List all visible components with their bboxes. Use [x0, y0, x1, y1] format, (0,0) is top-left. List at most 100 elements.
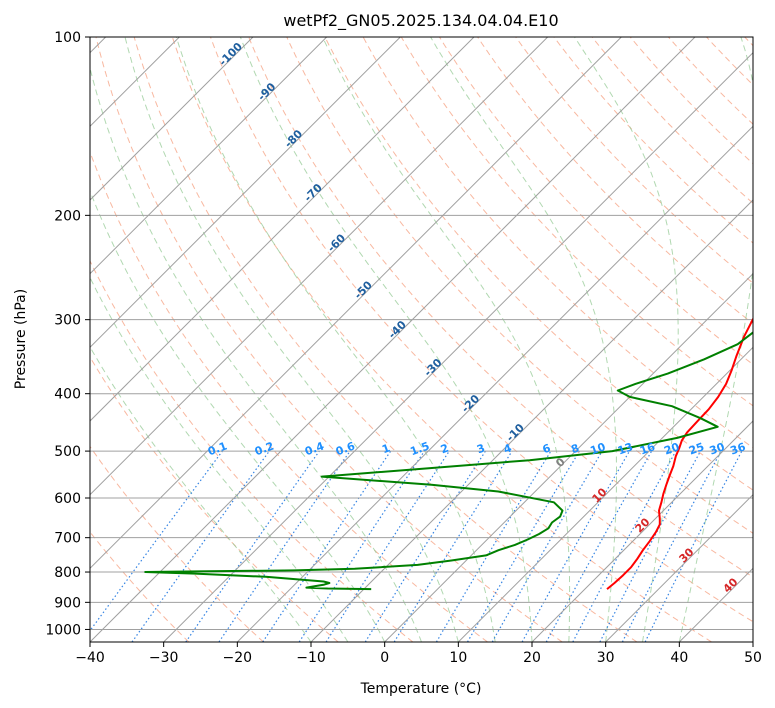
dry-adiabat	[553, 37, 753, 244]
y-tick-label: 700	[54, 531, 81, 547]
mixing-ratio-line	[393, 450, 513, 642]
mixing-ratio-label: 36	[728, 440, 747, 458]
mixing-ratio-line	[325, 450, 450, 642]
y-tick-label: 300	[54, 313, 81, 329]
isotherm	[752, 641, 753, 642]
isotherm	[90, 37, 696, 642]
mixing-ratio-label: 20	[662, 440, 681, 458]
dry-adiabat	[95, 37, 563, 642]
moist-adiabat	[574, 37, 679, 642]
isotherm	[163, 51, 753, 642]
mixing-ratio-label: 4	[502, 441, 514, 456]
isotherm	[90, 37, 254, 201]
dry-adiabat	[629, 37, 753, 165]
moist-adiabat	[239, 37, 533, 642]
moist-adiabat	[90, 189, 386, 642]
dry-adiabat	[324, 37, 753, 491]
mixing-ratio-line	[644, 450, 743, 642]
dewpoint-profile	[144, 330, 753, 591]
plot-background	[90, 37, 753, 642]
moist-adiabat	[430, 37, 617, 642]
mixing-ratio-line	[262, 450, 392, 642]
dry-adiabat	[362, 37, 753, 449]
mixing-ratio-line	[298, 450, 425, 642]
mixing-ratio-label: 0.1	[206, 439, 229, 458]
mixing-ratio-label: 8	[569, 441, 581, 456]
x-axis-label: Temperature (°C)	[360, 681, 482, 697]
isotherm	[384, 272, 753, 642]
temperature-profile	[606, 317, 753, 590]
mixing-ratio-line	[218, 450, 351, 642]
mixing-ratio-label: 1.5	[408, 439, 431, 458]
axes-frame	[89, 36, 754, 643]
dry-adiabat	[210, 37, 753, 623]
mixing-ratio-label: 25	[687, 440, 706, 457]
y-tick-label: 100	[54, 30, 81, 46]
x-tick-label: −10	[296, 650, 326, 666]
x-tick-label: 0	[380, 650, 389, 666]
mixing-ratio-line	[545, 450, 653, 642]
moist-adiabat	[678, 37, 753, 642]
series-layer	[144, 317, 753, 591]
y-axis-label: Pressure (hPa)	[13, 289, 29, 389]
isotherm	[90, 37, 401, 349]
mixing-ratio-line	[185, 450, 320, 642]
mixing-ratio-label: 0.6	[334, 439, 357, 458]
dry-adiabat	[90, 259, 414, 642]
y-tick-label: 900	[54, 595, 81, 611]
dry-adiabat	[90, 445, 264, 642]
isotherm	[90, 37, 475, 422]
isotherm	[310, 199, 753, 642]
mixing-ratio-label: 16	[638, 440, 657, 458]
dry-adiabat	[171, 37, 712, 642]
mixing-ratio-line	[90, 450, 223, 632]
isotherm	[236, 125, 753, 642]
moist-adiabat	[322, 37, 571, 642]
mixing-ratio-label: 3	[475, 441, 487, 456]
mixing-ratio-line	[521, 450, 631, 642]
x-tick-label: −30	[149, 650, 179, 666]
mixing-ratio-label: 1	[380, 441, 392, 456]
mixing-ratio-label: 10	[589, 440, 608, 458]
mixing-ratio-label: 0.2	[253, 439, 276, 458]
x-tick-label: 50	[744, 650, 762, 666]
y-tick-label: 800	[54, 565, 81, 581]
moist-adiabat	[124, 37, 459, 642]
dry-adiabat	[286, 37, 753, 534]
x-tick-label: 10	[449, 650, 467, 666]
mixing-ratio-line	[131, 450, 270, 642]
moist-adiabat	[90, 65, 422, 642]
y-tick-label: 1000	[45, 622, 81, 638]
axes-layer: −40 −30 −20 −10 0 10 20 30 40 5010020030040050060…	[45, 30, 762, 666]
chart-title: wetPf2_GN05.2025.134.04.04.E10	[283, 11, 558, 31]
y-tick-label: 400	[54, 387, 81, 403]
mixing-ratio-label: 30	[708, 440, 727, 458]
x-tick-label: −40	[75, 650, 105, 666]
x-tick-label: 30	[597, 650, 615, 666]
isotherm	[531, 420, 753, 642]
mixing-ratio-label: 6	[541, 441, 553, 456]
isotherm	[605, 493, 753, 642]
mixing-ratio-label: 0.4	[303, 439, 326, 458]
mixing-ratio-line	[572, 450, 677, 642]
moist-adiabat	[90, 276, 349, 642]
dry-adiabat	[133, 37, 638, 642]
y-tick-label: 500	[54, 444, 81, 460]
y-tick-label: 600	[54, 491, 81, 507]
x-tick-label: −20	[223, 650, 253, 666]
plot-area	[90, 37, 753, 642]
dry-adiabat	[400, 37, 753, 407]
dry-adiabat	[438, 37, 753, 366]
dry-adiabat	[248, 37, 753, 578]
y-tick-label: 200	[54, 208, 81, 224]
isotherm	[90, 37, 549, 496]
isotherm	[457, 346, 753, 642]
x-tick-label: 20	[523, 650, 541, 666]
isotherm	[90, 37, 622, 570]
x-tick-label: 40	[670, 650, 688, 666]
mixing-ratio-label: 2	[439, 441, 451, 456]
isotherm	[90, 37, 328, 275]
mixing-ratio-label: 13	[616, 440, 635, 457]
dry-adiabat	[90, 150, 488, 642]
